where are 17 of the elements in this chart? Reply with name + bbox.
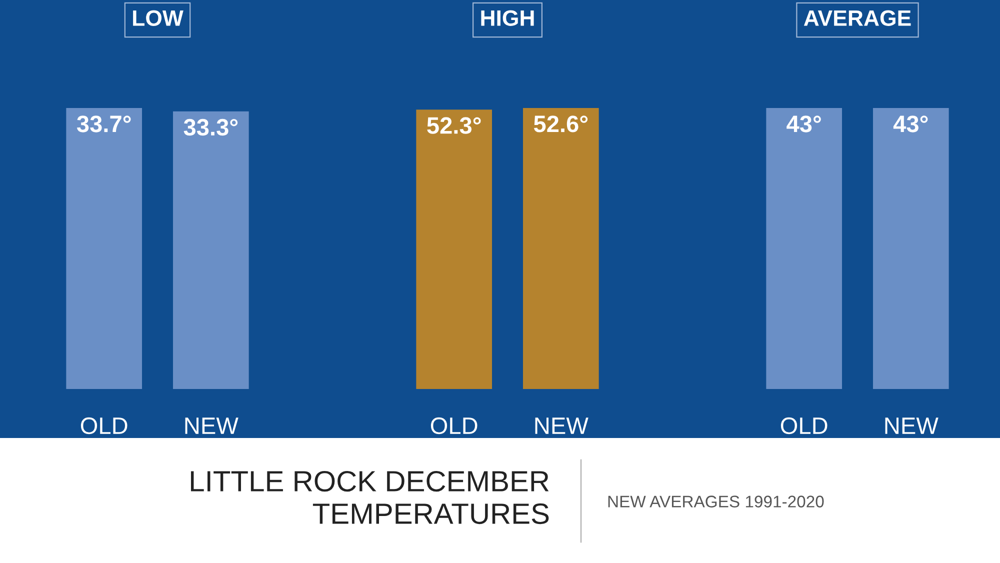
data-label: 52.6° (534, 116, 588, 132)
data-label: 43° (893, 116, 928, 132)
data-label: 43° (786, 116, 821, 132)
data-label: 52.3° (427, 117, 481, 134)
chart-title: HIGH (481, 10, 534, 26)
data-label: 33.3° (184, 118, 238, 136)
text: NEW AVERAGES 1991-2020 (608, 496, 824, 508)
x-tick-label: NEW (535, 418, 588, 434)
chart-title: AVERAGE (804, 10, 911, 26)
x-tick-label: NEW (885, 418, 938, 434)
chart-title: LOW (133, 10, 184, 26)
text: LITTLE ROCK DECEMBER TEMPERATURES (190, 470, 549, 524)
data-label: 33.7° (76, 116, 131, 132)
x-tick-label: OLD (80, 417, 128, 434)
x-tick-label: OLD (430, 417, 478, 434)
x-tick-label: NEW (185, 418, 238, 434)
x-tick-label: OLD (780, 417, 828, 434)
